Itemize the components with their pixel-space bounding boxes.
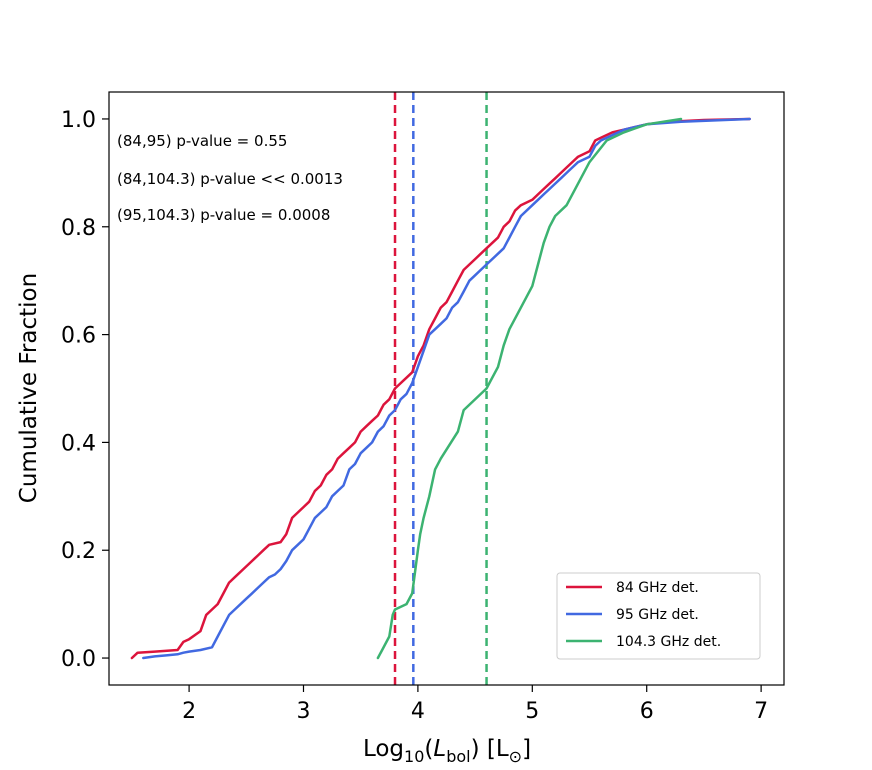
annotation-p-value-95-104: (95,104.3) p-value = 0.0008: [117, 206, 330, 224]
x-axis-label-sub-10: 10: [404, 747, 424, 766]
y-tick-label-3: 0.6: [61, 324, 96, 349]
x-tick-label-0: 2: [182, 699, 196, 724]
y-tick-label-0: 0.0: [61, 647, 96, 672]
legend: 84 GHz det. 95 GHz det. 104.3 GHz det.: [556, 572, 761, 660]
legend-label-104: 104.3 GHz det.: [616, 634, 721, 650]
x-tick-label-3: 5: [525, 699, 539, 724]
y-tick-label-2: 0.4: [61, 431, 96, 456]
x-tick-label-1: 3: [296, 699, 310, 724]
y-tick-label-4: 0.8: [61, 216, 96, 241]
tick-layer: 2 3 4 5 6 7 0.0 0.2 0.4 0.6 0.8 1.0: [61, 108, 768, 724]
y-axis-label: Cumulative Fraction: [16, 273, 42, 503]
x-axis-label: Log10(Lbol) [L⊙]: [363, 736, 531, 766]
series-line-2: [376, 117, 683, 660]
sun-symbol: ⊙: [509, 747, 522, 766]
x-axis-label-sub-bol: bol: [446, 747, 470, 766]
series-line-0: [130, 117, 751, 660]
x-axis-label-var: L: [433, 736, 446, 762]
plot-frame: [108, 91, 785, 686]
x-tick-label-4: 6: [640, 699, 654, 724]
series-line-1: [142, 117, 751, 660]
x-axis-label-unit: ) [L: [471, 736, 509, 762]
annotation-p-value-84-95: (84,95) p-value = 0.55: [117, 132, 287, 150]
x-axis-label-prefix: Log: [363, 736, 404, 762]
legend-label-84: 84 GHz det.: [616, 580, 699, 596]
legend-box: [556, 572, 761, 660]
x-axis-label-paren: (: [424, 736, 433, 762]
x-tick-label-5: 7: [754, 699, 768, 724]
annotation-p-value-84-104: (84,104.3) p-value << 0.0013: [117, 170, 343, 188]
y-tick-label-5: 1.0: [61, 108, 96, 133]
legend-label-95: 95 GHz det.: [616, 607, 699, 623]
x-axis-label-close: ]: [522, 736, 531, 762]
x-tick-label-2: 4: [411, 699, 425, 724]
series-layer: [130, 92, 751, 685]
y-tick-label-1: 0.2: [61, 539, 96, 564]
annotation-block: (84,95) p-value = 0.55 (84,104.3) p-valu…: [117, 132, 343, 224]
